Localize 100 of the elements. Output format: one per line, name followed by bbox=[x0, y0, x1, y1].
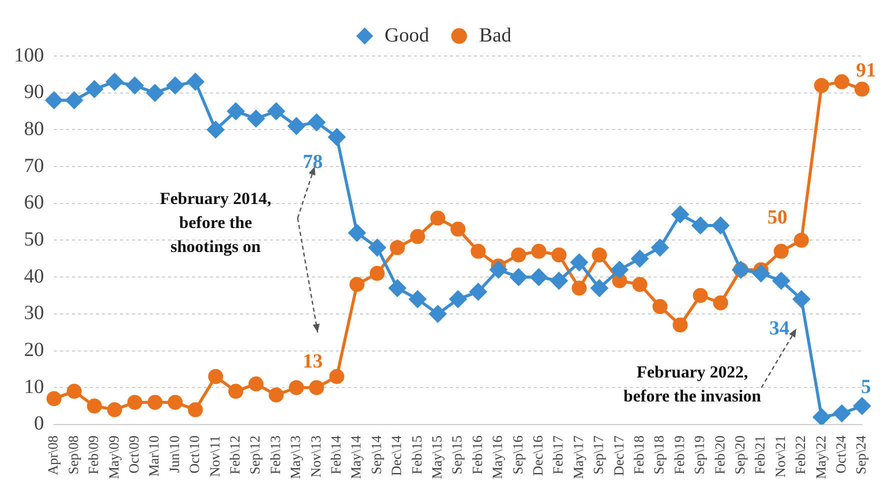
point bbox=[186, 73, 204, 90]
y-tick-label: 50 bbox=[24, 228, 44, 250]
x-tick-label: Sep\12 bbox=[248, 435, 264, 474]
y-tick-label: 70 bbox=[24, 154, 44, 177]
x-tick-label: Oct\24 bbox=[834, 435, 850, 474]
point bbox=[208, 369, 224, 384]
x-tick-label: Sep\08 bbox=[66, 435, 82, 474]
point bbox=[410, 229, 426, 244]
point bbox=[46, 92, 62, 109]
y-tick-label: 60 bbox=[24, 192, 44, 214]
point bbox=[429, 305, 446, 322]
x-tick-label: Sep\19 bbox=[693, 435, 708, 474]
point bbox=[86, 398, 102, 414]
point bbox=[227, 102, 244, 120]
point bbox=[348, 224, 366, 242]
point bbox=[854, 82, 870, 97]
point bbox=[228, 384, 244, 399]
point bbox=[350, 276, 364, 292]
point bbox=[772, 272, 790, 290]
x-tick-label: May\09 bbox=[107, 435, 122, 480]
point bbox=[370, 266, 385, 281]
point bbox=[814, 78, 830, 93]
x-tick-label: Oct\09 bbox=[127, 435, 142, 474]
point bbox=[66, 92, 83, 109]
point bbox=[268, 387, 284, 402]
point bbox=[490, 261, 507, 278]
point bbox=[409, 290, 426, 308]
point bbox=[572, 280, 587, 296]
point bbox=[692, 216, 709, 234]
point bbox=[248, 110, 264, 128]
annotation: 34 bbox=[769, 317, 790, 340]
point bbox=[66, 384, 82, 399]
x-tick-label: Dec\16 bbox=[531, 435, 546, 476]
point bbox=[530, 268, 548, 286]
point bbox=[470, 244, 486, 259]
x-tick-label: Sep\14 bbox=[370, 435, 385, 474]
point bbox=[834, 74, 850, 90]
point bbox=[611, 261, 628, 278]
point bbox=[550, 272, 568, 290]
point bbox=[833, 404, 850, 422]
point bbox=[854, 398, 870, 415]
point bbox=[792, 290, 810, 308]
x-tick-label: Sep\18 bbox=[652, 435, 668, 474]
point bbox=[106, 73, 124, 90]
annotation: 78 bbox=[302, 151, 323, 174]
point bbox=[46, 391, 62, 406]
x-tick-label: May\22 bbox=[814, 435, 830, 480]
x-tick-label: Nov\13 bbox=[309, 435, 324, 478]
point bbox=[188, 402, 203, 418]
x-tick-label: Apr\08 bbox=[46, 435, 62, 476]
y-tick-label: 20 bbox=[24, 339, 44, 362]
point bbox=[470, 283, 487, 300]
point bbox=[148, 394, 162, 410]
point bbox=[127, 394, 142, 410]
point bbox=[632, 276, 648, 292]
point bbox=[288, 380, 304, 396]
annotation: 13 bbox=[302, 350, 323, 373]
x-tick-label: Feb\18 bbox=[632, 435, 648, 474]
x-tick-label: Feb\20 bbox=[713, 435, 728, 474]
x-tick-label: Jun\10 bbox=[168, 435, 183, 473]
point bbox=[511, 247, 526, 262]
x-tick-label: Feb\13 bbox=[268, 435, 284, 474]
x-tick-label: May\13 bbox=[289, 435, 304, 480]
x-tick-label: Sep\15 bbox=[450, 435, 466, 474]
point bbox=[692, 288, 708, 303]
x-tick-label: Feb\19 bbox=[672, 435, 688, 474]
point bbox=[450, 222, 466, 237]
x-tick-label: Sep\20 bbox=[733, 435, 748, 474]
point bbox=[712, 216, 730, 234]
x-tick-label: Feb\09 bbox=[87, 435, 102, 474]
point bbox=[328, 128, 346, 146]
point bbox=[592, 247, 607, 262]
point bbox=[713, 295, 728, 310]
point bbox=[570, 254, 588, 271]
point bbox=[794, 232, 809, 248]
x-tick-label: Dec\17 bbox=[612, 435, 628, 476]
point bbox=[107, 402, 122, 418]
x-tick-label: Feb\22 bbox=[794, 435, 810, 474]
point bbox=[552, 247, 566, 262]
point bbox=[207, 121, 224, 138]
point bbox=[752, 264, 770, 282]
x-tick-label: Sep\17 bbox=[592, 435, 608, 474]
x-tick-label: Feb\21 bbox=[754, 435, 769, 474]
x-tick-label: May\16 bbox=[491, 435, 506, 480]
y-tick-label: 100 bbox=[14, 44, 44, 66]
y-tick-label: 40 bbox=[24, 265, 44, 288]
x-tick-label: Feb\15 bbox=[410, 435, 426, 474]
point bbox=[590, 280, 608, 297]
x-tick-label: Oct\10 bbox=[188, 435, 204, 474]
point bbox=[510, 268, 528, 286]
point bbox=[309, 380, 324, 396]
point bbox=[168, 394, 183, 410]
point bbox=[288, 118, 305, 135]
annotation: 50 bbox=[767, 206, 788, 228]
point bbox=[166, 76, 184, 94]
point bbox=[86, 80, 103, 98]
x-tick-label: Feb\12 bbox=[228, 435, 244, 474]
point bbox=[146, 84, 164, 102]
y-tick-label: 10 bbox=[24, 376, 44, 398]
point bbox=[813, 408, 830, 424]
